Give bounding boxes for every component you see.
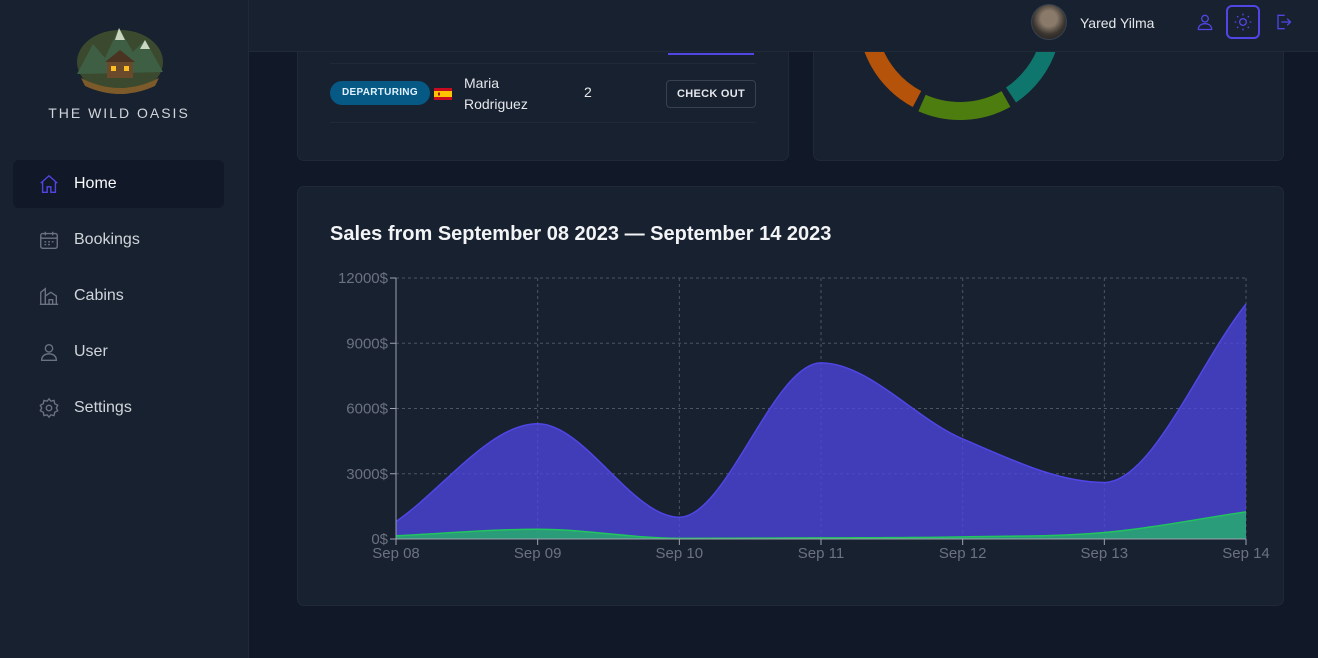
settings-icon [39, 397, 59, 419]
user-name: Yared Yilma [1080, 15, 1155, 31]
chart-axes: 0$ 3000$ 6000$ 9000$ 12000$ Sep 08 Sep 09 Sep 1… [338, 270, 1270, 562]
main-nav: Home Bookings Cabins User [13, 160, 224, 440]
spain-flag-icon [434, 88, 452, 100]
home-icon [40, 174, 58, 193]
chart-areas [395, 303, 1247, 540]
scroll-indicator [668, 53, 754, 55]
total-sales-area [396, 304, 1246, 539]
check-out-button[interactable]: CHECK OUT [666, 80, 756, 108]
guest-name: Maria Rodriguez [464, 73, 554, 115]
sidebar: THE WILD OASIS Home Bookings Cabins [0, 0, 249, 658]
sidebar-item-settings[interactable]: Settings [13, 384, 224, 432]
x-tick-label: Sep 10 [656, 545, 704, 562]
pie-segment-orange [863, 42, 922, 107]
x-tick-label: Sep 13 [1081, 545, 1129, 562]
y-tick-label: 6000$ [346, 401, 388, 418]
y-tick-label: 9000$ [346, 335, 388, 352]
sidebar-item-label: Bookings [74, 231, 140, 248]
sidebar-item-label: Home [74, 175, 117, 192]
today-activity-row: DEPARTURING Maria Rodriguez 2 CHECK OUT [330, 63, 756, 123]
calendar-icon [40, 231, 58, 249]
sidebar-item-label: Cabins [74, 287, 124, 304]
sidebar-item-label: Settings [74, 399, 132, 416]
logout-button[interactable] [1266, 5, 1300, 39]
y-tick-label: 0$ [371, 531, 388, 548]
status-badge: DEPARTURING [330, 81, 430, 105]
logout-icon [1277, 14, 1292, 30]
avatar [1031, 4, 1067, 40]
x-tick-label: Sep 12 [939, 545, 987, 562]
x-tick-label: Sep 09 [514, 545, 562, 562]
x-tick-label: Sep 14 [1222, 545, 1270, 562]
logo [77, 28, 163, 94]
chart-title: Sales from September 08 2023 — September… [330, 223, 832, 245]
guest-first-name: Maria [464, 75, 500, 91]
total-sales-line [395, 303, 1247, 523]
pie-segment-teal [1005, 42, 1057, 103]
sidebar-item-user[interactable]: User [13, 328, 224, 376]
sales-area-chart: 0$ 3000$ 6000$ 9000$ 12000$ Sep 08 Sep 09 Sep 1… [338, 270, 1270, 562]
account-button[interactable] [1188, 5, 1222, 39]
sidebar-item-label: User [74, 343, 108, 360]
sidebar-item-home[interactable]: Home [13, 160, 224, 208]
y-tick-label: 12000$ [338, 270, 389, 287]
user-icon [1197, 14, 1213, 31]
y-tick-label: 3000$ [346, 466, 388, 483]
pie-segment-green [918, 91, 1011, 121]
dark-mode-toggle[interactable] [1226, 5, 1260, 39]
nights-count: 2 [584, 84, 592, 100]
x-tick-label: Sep 11 [798, 545, 844, 562]
cabin-icon [39, 287, 59, 305]
brand-name: THE WILD OASIS [48, 105, 190, 121]
user-icon [40, 343, 58, 361]
guest-last-name: Rodriguez [464, 96, 528, 112]
sidebar-item-cabins[interactable]: Cabins [13, 272, 224, 320]
sidebar-item-bookings[interactable]: Bookings [13, 216, 224, 264]
extras-sales-area [396, 511, 1246, 539]
sun-icon [1234, 13, 1252, 31]
sales-chart-card: Sales from September 08 2023 — September… [297, 186, 1284, 606]
x-tick-label: Sep 08 [372, 545, 420, 562]
header: Yared Yilma [249, 0, 1318, 52]
